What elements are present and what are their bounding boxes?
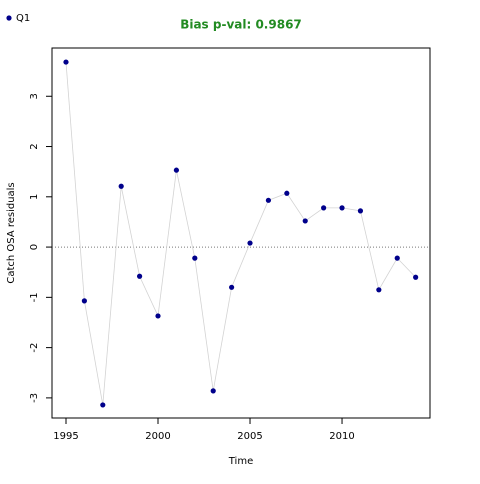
data-point — [413, 274, 419, 280]
data-point — [173, 167, 180, 173]
plot-frame — [51, 47, 431, 419]
y-tick-label: 0 — [29, 244, 40, 250]
data-point — [118, 183, 124, 189]
y-tick-label: -3 — [29, 393, 40, 403]
series-line — [65, 62, 416, 405]
data-point — [265, 197, 272, 203]
data-point — [136, 273, 143, 279]
x-axis-label: Time — [228, 456, 253, 467]
data-point — [81, 298, 87, 304]
data-point — [155, 313, 161, 319]
data-point — [63, 59, 69, 65]
x-tick-label: 2000 — [145, 431, 170, 442]
y-tick-label: -1 — [29, 292, 40, 302]
y-tick-label: 3 — [29, 93, 40, 99]
data-point — [284, 190, 290, 196]
y-tick-label: -2 — [29, 343, 40, 353]
data-point — [357, 208, 364, 214]
x-tick-label: 2010 — [329, 431, 354, 442]
data-point — [192, 255, 198, 261]
data-point — [302, 218, 308, 224]
data-point — [376, 287, 382, 293]
x-tick-label: 2005 — [237, 431, 262, 442]
chart-title: Bias p-val: 0.9867 — [180, 18, 302, 32]
y-tick-label: 1 — [29, 194, 40, 200]
data-point — [210, 388, 216, 394]
x-tick-label: 1995 — [53, 431, 78, 442]
y-tick-label: 2 — [29, 143, 40, 149]
legend-label: Q1 — [16, 13, 30, 24]
data-point — [339, 205, 345, 211]
data-point — [394, 255, 400, 261]
data-point — [247, 240, 253, 246]
data-point — [229, 284, 235, 290]
y-axis-label: Catch OSA residuals — [6, 182, 17, 283]
data-point — [100, 402, 106, 408]
legend-marker — [6, 15, 12, 21]
data-point — [321, 205, 327, 211]
